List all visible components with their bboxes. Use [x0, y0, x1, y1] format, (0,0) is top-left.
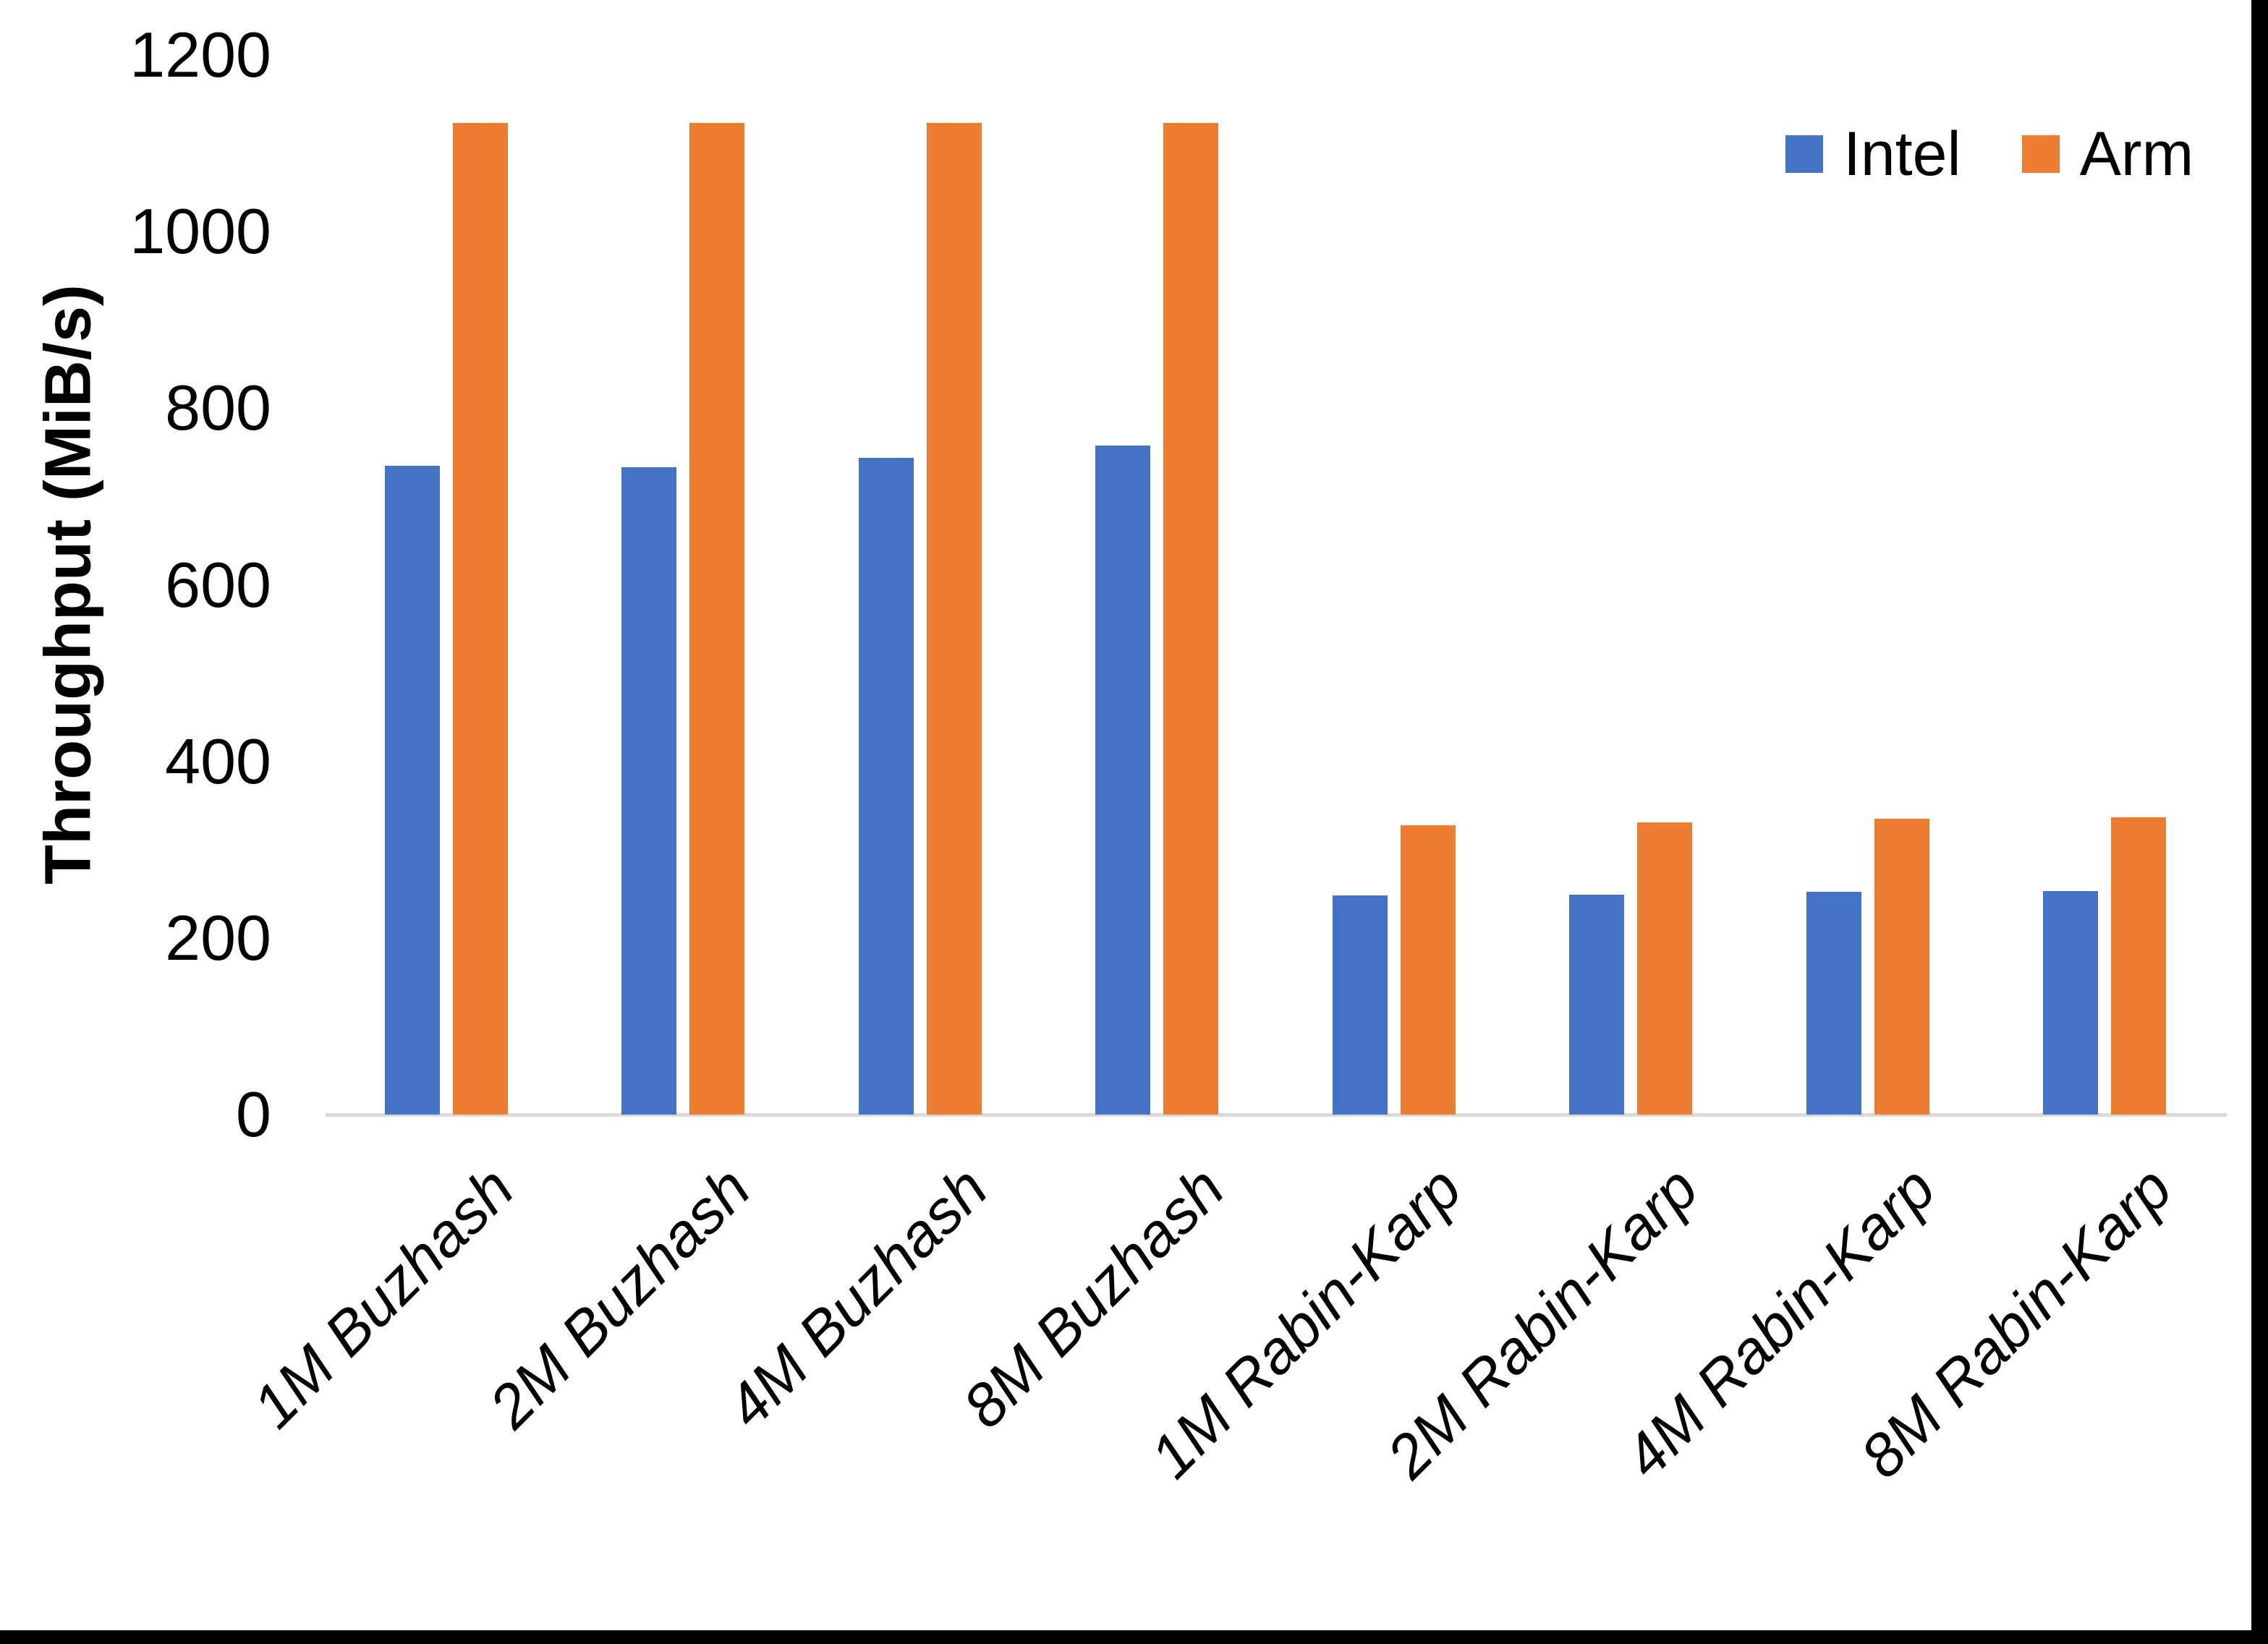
legend-label-arm: Arm — [2079, 119, 2194, 189]
bar-intel-4m-rabin-karp — [1806, 892, 1861, 1115]
legend-item-intel: Intel — [1785, 123, 1961, 185]
x-axis-label-1m-buzhash: 1M Buzhash — [239, 1154, 527, 1441]
screenshot-right-border — [2251, 0, 2268, 1644]
y-tick-label-400: 400 — [165, 725, 271, 797]
bar-arm-8m-buzhash — [1163, 123, 1219, 1115]
bar-intel-4m-buzhash — [858, 457, 914, 1115]
y-tick-label-1200: 1200 — [129, 19, 271, 90]
arm-series-swatch-icon — [2021, 135, 2060, 173]
x-axis-label-4m-rabin-karp: 4M Rabin-Karp — [1610, 1154, 1948, 1491]
bar-arm-4m-rabin-karp — [1874, 819, 1929, 1115]
x-axis-line — [326, 1113, 2227, 1117]
bar-intel-1m-rabin-karp — [1332, 895, 1388, 1115]
intel-series-swatch-icon — [1785, 135, 1823, 173]
x-axis-label-4m-buzhash: 4M Buzhash — [713, 1154, 1001, 1441]
x-axis-label-2m-buzhash: 2M Buzhash — [476, 1154, 763, 1441]
bar-arm-2m-buzhash — [689, 123, 745, 1115]
x-axis-label-8m-rabin-karp: 8M Rabin-Karp — [1847, 1154, 2185, 1491]
y-tick-label-200: 200 — [165, 901, 271, 974]
bar-intel-2m-rabin-karp — [1569, 895, 1625, 1115]
bar-arm-1m-rabin-karp — [1400, 825, 1456, 1115]
bar-intel-8m-buzhash — [1095, 445, 1151, 1115]
y-tick-label-0: 0 — [236, 1078, 271, 1150]
legend-item-arm: Arm — [2021, 119, 2194, 189]
screenshot-bottom-border — [0, 1630, 2268, 1644]
x-axis-label-8m-buzhash: 8M Buzhash — [950, 1154, 1237, 1441]
bar-arm-4m-buzhash — [926, 123, 982, 1115]
bar-arm-8m-rabin-karp — [2111, 817, 2167, 1115]
y-tick-label-1000: 1000 — [129, 195, 271, 268]
bar-intel-1m-buzhash — [384, 465, 440, 1115]
x-axis-label-1m-rabin-karp: 1M Rabin-Karp — [1137, 1154, 1474, 1491]
y-tick-label-600: 600 — [165, 548, 271, 621]
y-tick-label-800: 800 — [165, 372, 271, 444]
bar-arm-2m-rabin-karp — [1637, 822, 1693, 1115]
legend: Intel Arm — [1785, 123, 2193, 185]
bar-arm-1m-buzhash — [452, 123, 508, 1115]
x-axis-label-2m-rabin-karp: 2M Rabin-Karp — [1373, 1154, 1711, 1491]
bar-intel-8m-rabin-karp — [2043, 891, 2099, 1115]
bar-intel-2m-buzhash — [621, 467, 677, 1115]
legend-label-intel: Intel — [1843, 119, 1961, 189]
